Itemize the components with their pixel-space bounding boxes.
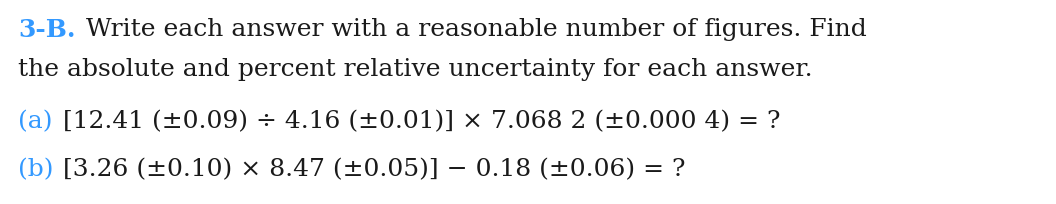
Text: (a): (a) (18, 110, 53, 133)
Text: 3-B.: 3-B. (18, 18, 75, 42)
Text: (b): (b) (18, 158, 54, 181)
Text: [3.26 (±0.10) × 8.47 (±0.05)] − 0.18 (±0.06) = ?: [3.26 (±0.10) × 8.47 (±0.05)] − 0.18 (±0… (55, 158, 685, 181)
Text: the absolute and percent relative uncertainty for each answer.: the absolute and percent relative uncert… (18, 58, 813, 81)
Text: Write each answer with a reasonable number of figures. Find: Write each answer with a reasonable numb… (78, 18, 867, 41)
Text: [12.41 (±0.09) ÷ 4.16 (±0.01)] × 7.068 2 (±0.000 4) = ?: [12.41 (±0.09) ÷ 4.16 (±0.01)] × 7.068 2… (55, 110, 780, 133)
